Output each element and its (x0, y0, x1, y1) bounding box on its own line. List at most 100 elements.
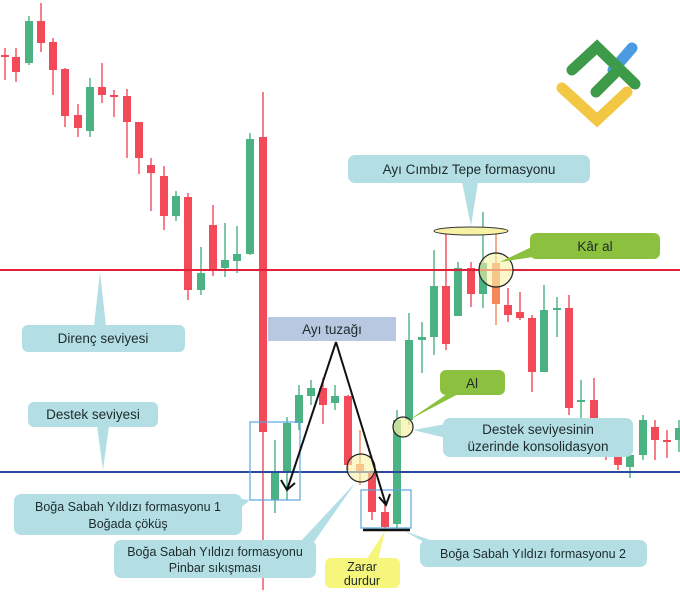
bearish-candle (663, 430, 671, 458)
bearish-candle (98, 63, 106, 103)
svg-text:Boğa Sabah Yıldızı formasyonu: Boğa Sabah Yıldızı formasyonu 2 (440, 547, 626, 561)
morning-star-1-box (249, 421, 301, 501)
candle-body (184, 197, 192, 290)
bearish-candle (516, 292, 524, 320)
bearish-candle (61, 68, 69, 127)
svg-text:Kâr al: Kâr al (577, 239, 612, 254)
bearish-candle (319, 378, 327, 424)
candle-body (405, 340, 413, 420)
candle-body (221, 260, 229, 268)
callout-morning-star-pinbar: Boğa Sabah Yıldızı formasyonu Pinbar sık… (114, 482, 356, 578)
callout-support: Destek seviyesi (28, 402, 158, 470)
callout-consolidation: Destek seviyesinin üzerinde konsolidasyo… (413, 418, 633, 457)
candle-body (516, 312, 524, 318)
bullish-candle (172, 191, 180, 221)
svg-text:Ayı Cımbız Tepe formasyonu: Ayı Cımbız Tepe formasyonu (383, 162, 556, 177)
brand-logo-icon (556, 39, 641, 128)
candle-body (37, 21, 45, 43)
svg-text:Pinbar sıkışması: Pinbar sıkışması (169, 561, 261, 575)
bullish-candle (430, 250, 438, 355)
callout-take-profit: Kâr al (500, 233, 660, 262)
candle-body (12, 57, 20, 72)
bullish-candle (246, 133, 254, 255)
candle-body (49, 42, 57, 70)
bullish-candle (540, 285, 548, 372)
candle-body (319, 388, 327, 405)
bearish-candle (381, 505, 389, 528)
candle-body (418, 337, 426, 340)
candle-body (331, 396, 339, 403)
candle-body (663, 440, 671, 442)
bearish-candle (147, 158, 155, 211)
candle-body (344, 396, 352, 465)
candle-body (577, 400, 585, 402)
candle-body (454, 268, 462, 316)
bearish-candle (1, 48, 9, 80)
candle-body (295, 395, 303, 423)
bullish-candle (418, 322, 426, 373)
bearish-candle (565, 295, 573, 415)
buy-circle (392, 416, 414, 438)
candles (1, 3, 680, 590)
candle-body (639, 420, 647, 455)
candle-body (209, 225, 217, 270)
svg-text:üzerinde konsolidasyon: üzerinde konsolidasyon (467, 439, 608, 454)
bearish-candle (368, 470, 376, 520)
candle-body (565, 308, 573, 408)
candle-body (368, 472, 376, 512)
bearish-candle (49, 38, 57, 95)
candle-body (442, 286, 450, 344)
bearish-candle (442, 233, 450, 350)
candle-body (246, 139, 254, 254)
candle-body (504, 305, 512, 315)
bearish-candle (504, 288, 512, 322)
bearish-candle (209, 205, 217, 276)
bearish-candle (528, 315, 536, 392)
bearish-candle (651, 420, 659, 460)
bearish-candle (467, 262, 475, 307)
bearish-candle (123, 89, 131, 158)
svg-text:Zarar: Zarar (347, 560, 377, 574)
bullish-candle (283, 417, 291, 500)
candle-body (271, 473, 279, 500)
bearish-candle (12, 48, 20, 82)
bearish-candle (184, 193, 192, 300)
bearish-candle (259, 92, 267, 590)
bullish-candle (233, 226, 241, 273)
candle-body (1, 55, 9, 57)
bullish-candle (86, 78, 94, 137)
bearish-candle (160, 166, 168, 230)
bullish-candle (221, 223, 229, 277)
candle-body (651, 427, 659, 440)
callout-buy: Al (409, 370, 505, 420)
callout-tweezer-top: Ayı Cımbız Tepe formasyonu (348, 155, 590, 226)
candle-body (110, 95, 118, 97)
candle-body (123, 96, 131, 122)
morning-star-2-box (360, 489, 412, 529)
bullish-candle (25, 16, 33, 65)
svg-text:Direnç seviyesi: Direnç seviyesi (58, 331, 149, 346)
bullish-candle (331, 385, 339, 410)
callout-resistance: Direnç seviyesi (22, 272, 185, 352)
callout-morning-star-2: Boğa Sabah Yıldızı formasyonu 2 (404, 531, 647, 567)
candle-body (61, 69, 69, 116)
candle-body (259, 137, 267, 432)
callout-bear-trap: Ayı tuzağı (268, 317, 396, 341)
candle-body (160, 176, 168, 216)
bearish-candle (110, 90, 118, 117)
candle-body (86, 87, 94, 131)
candle-body (307, 388, 315, 396)
candle-body (197, 273, 205, 290)
candle-body (553, 308, 561, 310)
candle-body (283, 423, 291, 473)
candle-body (528, 318, 536, 372)
take-profit-circle (478, 252, 514, 288)
bullish-candle (405, 313, 413, 425)
candle-body (626, 455, 634, 467)
bearish-candle (135, 122, 143, 174)
bear-trap-arrows (280, 341, 391, 507)
candle-body (381, 512, 389, 527)
candle-body (614, 455, 622, 465)
